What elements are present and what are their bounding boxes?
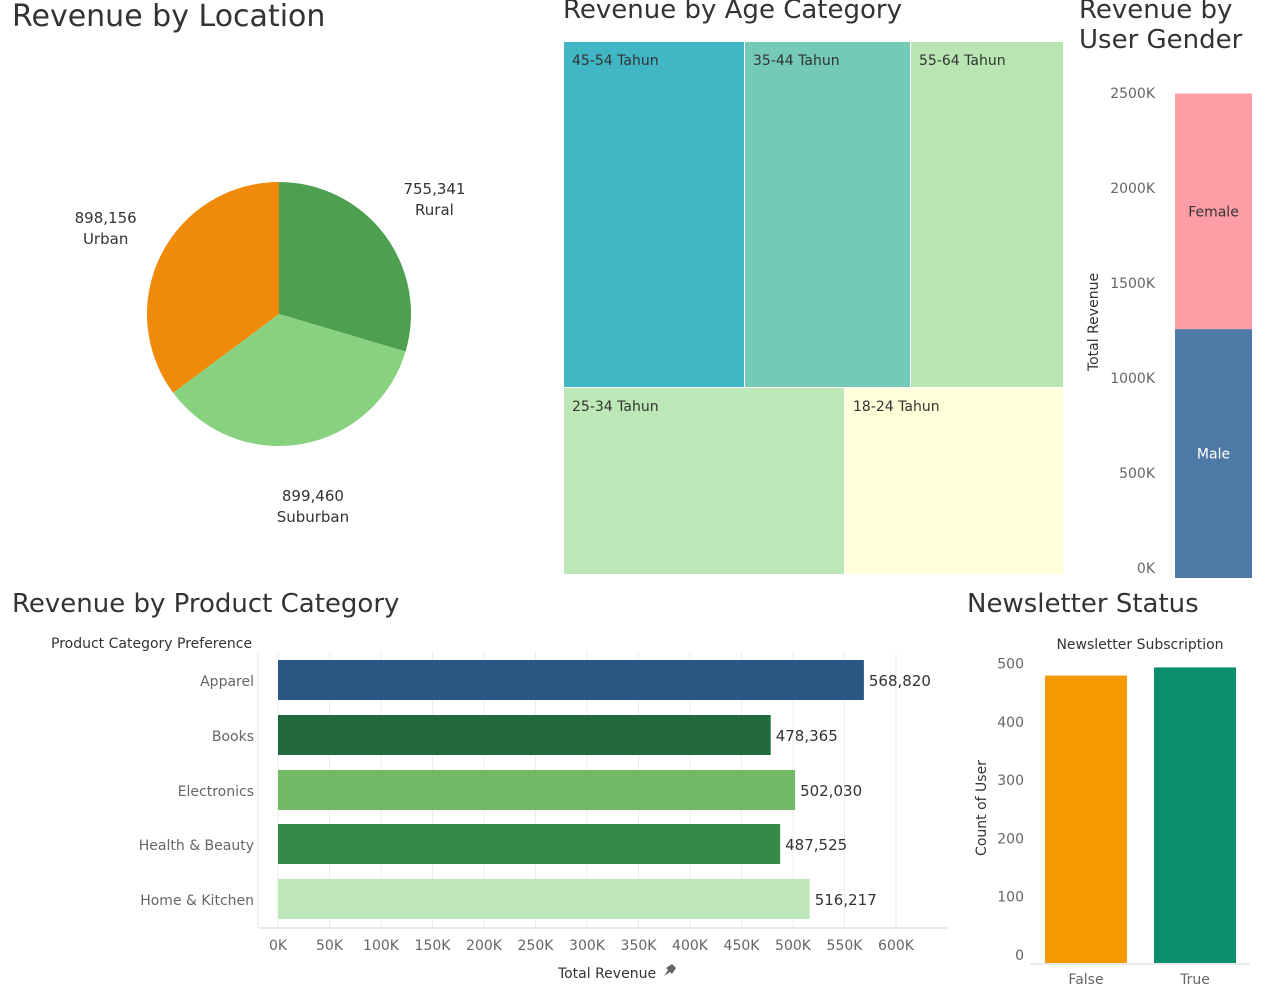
product-x-tick: 200K <box>466 938 503 954</box>
product-bar-health-beauty <box>278 824 781 864</box>
product-title: Revenue by Product Category <box>12 589 400 619</box>
treemap-tile-35-44-tahun <box>745 42 910 387</box>
treemap-tile-45-54-tahun <box>564 42 744 387</box>
newsletter-x-label-false: False <box>1068 972 1103 986</box>
product-category-label-home-kitchen: Home & Kitchen <box>140 893 254 909</box>
location-title: Revenue by Location <box>12 0 326 34</box>
treemap-label-35-44-tahun: 35-44 Tahun <box>753 53 840 69</box>
product-category-label-electronics: Electronics <box>178 784 254 800</box>
product-value-label-books: 478,365 <box>776 727 838 745</box>
treemap-label-18-24-tahun: 18-24 Tahun <box>853 399 940 415</box>
product-value-label-apparel: 568,820 <box>869 672 931 690</box>
pie-category-label-rural: Rural <box>415 201 454 219</box>
treemap-tile-55-64-tahun <box>911 42 1063 387</box>
gender-y-tick: 2000K <box>1110 181 1156 197</box>
gender-y-tick: 500K <box>1119 466 1156 482</box>
product-category-label-books: Books <box>212 729 254 745</box>
gender-y-tick: 2500K <box>1110 86 1156 102</box>
newsletter-x-label-true: True <box>1179 972 1210 986</box>
product-y-axis-title: Product Category Preference <box>51 636 252 652</box>
gender-stacked-bar-chart: 0K 500K 1000K 1500K 2000K 2500K Total Revenue M… <box>1086 86 1252 578</box>
age-title: Revenue by Age Category <box>563 0 902 25</box>
age-treemap: 45-54 Tahun 35-44 Tahun 55-64 Tahun 25-34 T… <box>564 42 1063 574</box>
product-x-tick: 250K <box>518 938 555 954</box>
gender-bar-male <box>1175 329 1252 578</box>
product-bar-home-kitchen <box>278 879 810 919</box>
product-value-label-home-kitchen: 516,217 <box>815 891 877 909</box>
newsletter-title: Newsletter Status <box>967 589 1199 619</box>
newsletter-chart-title: Newsletter Subscription <box>1056 637 1223 653</box>
product-bar-books <box>278 715 771 755</box>
product-x-tick: 500K <box>775 938 812 954</box>
pie-value-label-suburban: 899,460 <box>282 487 344 505</box>
newsletter-y-tick: 200 <box>997 831 1024 847</box>
newsletter-bar-false <box>1045 675 1127 963</box>
product-value-label-electronics: 502,030 <box>800 782 862 800</box>
product-x-tick: 50K <box>316 938 344 954</box>
pie-slice-suburban <box>173 314 406 447</box>
pie-slice-urban <box>146 182 279 393</box>
product-category-label-apparel: Apparel <box>200 674 254 690</box>
product-x-tick: 150K <box>415 938 452 954</box>
newsletter-y-tick: 500 <box>997 657 1024 673</box>
gender-title-line1: Revenue by <box>1079 0 1233 25</box>
newsletter-y-tick: 300 <box>997 773 1024 789</box>
treemap-tile-18-24-tahun <box>845 388 1063 574</box>
product-x-tick: 600K <box>878 938 915 954</box>
gender-title-line2: User Gender <box>1079 25 1243 55</box>
gender-segment-label-male: Male <box>1197 447 1230 463</box>
treemap-label-25-34-tahun: 25-34 Tahun <box>572 399 659 415</box>
treemap-label-55-64-tahun: 55-64 Tahun <box>919 53 1006 69</box>
product-x-tick: 400K <box>672 938 709 954</box>
gender-y-tick: 1500K <box>1110 276 1156 292</box>
product-x-tick: 100K <box>363 938 400 954</box>
newsletter-y-tick: 400 <box>997 715 1024 731</box>
gender-y-tick: 0K <box>1137 561 1156 577</box>
newsletter-y-tick: 100 <box>997 890 1024 906</box>
newsletter-y-axis-title: Count of User <box>974 760 990 856</box>
product-bar-electronics <box>278 770 796 810</box>
gender-y-tick: 1000K <box>1110 371 1156 387</box>
product-x-tick: 350K <box>621 938 658 954</box>
product-x-tick: 450K <box>724 938 761 954</box>
newsletter-y-tick: 0 <box>1015 948 1024 964</box>
pie-value-label-rural: 755,341 <box>403 180 465 198</box>
pie-value-label-urban: 898,156 <box>75 209 137 227</box>
gender-y-axis-title: Total Revenue <box>1086 273 1102 372</box>
pie-category-label-suburban: Suburban <box>277 508 349 526</box>
pin-icon <box>664 964 676 976</box>
product-value-label-health-beauty: 487,525 <box>785 836 847 854</box>
treemap-label-45-54-tahun: 45-54 Tahun <box>572 53 659 69</box>
gender-bar-female <box>1175 93 1252 330</box>
product-x-tick: 0K <box>269 938 288 954</box>
product-bar-chart: 0K 50K 100K 150K 200K 250K 300K 350K 400K 450K 500… <box>51 636 948 982</box>
newsletter-bar-true <box>1154 667 1236 963</box>
product-x-tick: 550K <box>827 938 864 954</box>
product-x-axis-title: Total Revenue <box>557 966 656 982</box>
location-pie-chart: 755,341 Rural 899,460 Suburban 898,156 Urban <box>75 180 466 526</box>
product-category-label-health-beauty: Health & Beauty <box>139 838 254 854</box>
gender-segment-label-female: Female <box>1188 204 1239 220</box>
treemap-tile-25-34-tahun <box>564 388 844 574</box>
product-bar-apparel <box>278 660 864 700</box>
pie-category-label-urban: Urban <box>83 230 128 248</box>
pie-slice-rural <box>279 182 411 352</box>
product-x-tick: 300K <box>569 938 606 954</box>
